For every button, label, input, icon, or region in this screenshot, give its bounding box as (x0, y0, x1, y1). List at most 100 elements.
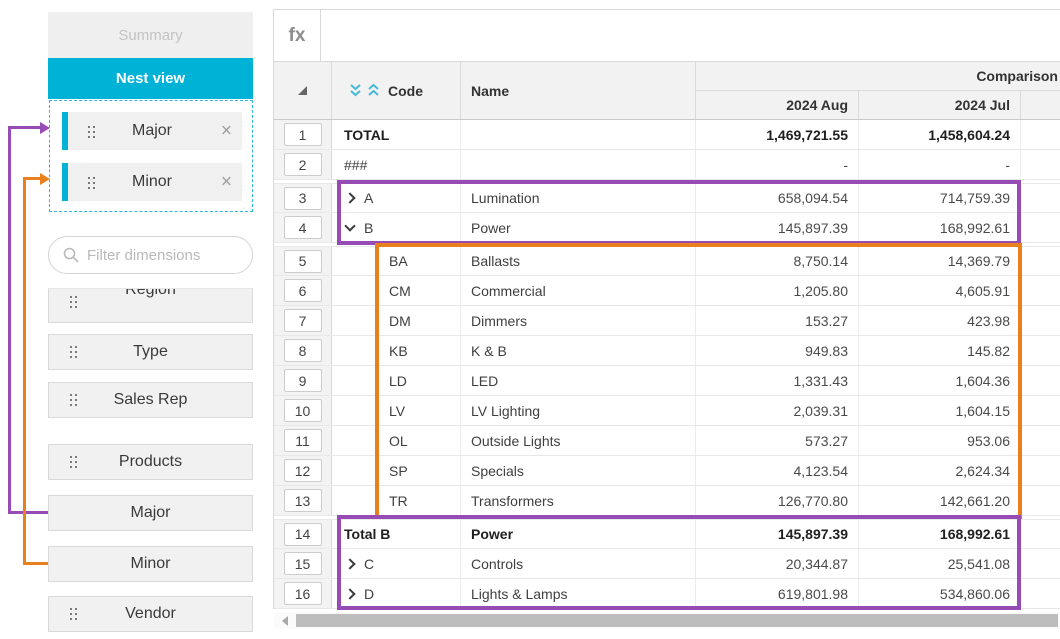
row-number[interactable]: 13 (283, 489, 322, 512)
code-cell[interactable]: C (332, 549, 461, 578)
name-cell[interactable]: Power (461, 213, 696, 242)
name-cell[interactable]: Outside Lights (461, 426, 696, 455)
filter-dimensions-input[interactable] (87, 246, 237, 264)
name-cell[interactable] (461, 120, 696, 149)
horizontal-scrollbar[interactable] (274, 612, 1060, 629)
value-cell-jul[interactable]: 1,604.15 (859, 396, 1021, 425)
dimension-button-region[interactable]: Region (48, 288, 253, 323)
value-cell-jul[interactable]: 534,860.06 (859, 579, 1021, 608)
value-cell-jul[interactable]: 25,541.08 (859, 549, 1021, 578)
value-cell-jul[interactable]: - (859, 150, 1021, 179)
row-number[interactable]: 16 (283, 582, 322, 605)
value-cell-aug[interactable]: 1,205.80 (696, 276, 859, 305)
code-cell[interactable]: BA (332, 247, 461, 275)
row-number[interactable]: 11 (283, 429, 322, 452)
column-header-name[interactable]: Name (461, 62, 696, 119)
code-cell[interactable]: TR (332, 486, 461, 515)
row-number[interactable]: 9 (283, 369, 322, 392)
expand-chevron-icon[interactable] (344, 219, 356, 232)
row-number[interactable]: 4 (283, 216, 322, 239)
code-cell[interactable]: KB (332, 336, 461, 365)
value-cell-jul[interactable]: 1,604.36 (859, 366, 1021, 395)
name-cell[interactable]: Specials (461, 456, 696, 485)
value-cell-aug[interactable]: 145,897.39 (696, 520, 859, 548)
code-cell[interactable]: B (332, 213, 461, 242)
row-number[interactable]: 5 (283, 249, 322, 273)
sort-ascending-icon[interactable] (367, 83, 380, 98)
value-cell-jul[interactable]: 1,458,604.24 (859, 120, 1021, 149)
dimension-button-type[interactable]: Type (48, 334, 253, 370)
row-number[interactable]: 12 (283, 459, 322, 482)
value-cell-aug[interactable]: 619,801.98 (696, 579, 859, 608)
value-cell-aug[interactable]: - (696, 150, 859, 179)
column-group-comparison[interactable]: Comparison (696, 62, 1060, 91)
value-cell-aug[interactable]: 153.27 (696, 306, 859, 335)
row-number[interactable]: 7 (283, 309, 322, 332)
close-icon[interactable]: × (220, 171, 232, 193)
column-header-2024-jul[interactable]: 2024 Jul (859, 91, 1021, 119)
close-icon[interactable]: × (220, 120, 232, 142)
row-number[interactable]: 14 (283, 522, 322, 546)
value-cell-aug[interactable]: 949.83 (696, 336, 859, 365)
drag-handle-icon[interactable] (88, 177, 90, 179)
column-header-2024-aug[interactable]: 2024 Aug (696, 91, 859, 119)
expand-chevron-icon[interactable] (344, 587, 356, 600)
code-cell[interactable]: TOTAL (332, 120, 461, 149)
row-number[interactable]: 2 (283, 153, 322, 176)
tab-summary[interactable]: Summary (48, 12, 253, 58)
select-all-corner[interactable] (274, 62, 332, 119)
tab-nest-view[interactable]: Nest view (48, 58, 253, 99)
value-cell-aug[interactable]: 573.27 (696, 426, 859, 455)
name-cell[interactable]: Lumination (461, 184, 696, 212)
row-number[interactable]: 3 (283, 186, 322, 210)
filter-dimensions-search[interactable] (48, 236, 253, 274)
row-number[interactable]: 15 (283, 552, 322, 575)
name-cell[interactable]: Dimmers (461, 306, 696, 335)
dimension-button-sales-rep[interactable]: Sales Rep (48, 382, 253, 418)
value-cell-jul[interactable]: 953.06 (859, 426, 1021, 455)
name-cell[interactable]: Power (461, 520, 696, 548)
value-cell-jul[interactable]: 168,992.61 (859, 520, 1021, 548)
value-cell-jul[interactable]: 4,605.91 (859, 276, 1021, 305)
name-cell[interactable]: Commercial (461, 276, 696, 305)
dimension-button-minor[interactable]: Minor (48, 546, 253, 582)
row-number[interactable]: 1 (283, 123, 322, 146)
code-cell[interactable]: SP (332, 456, 461, 485)
name-cell[interactable] (461, 150, 696, 179)
drag-handle-icon[interactable] (88, 126, 90, 128)
nest-item-minor[interactable]: Minor × (62, 163, 242, 201)
code-cell[interactable]: Total B (332, 520, 461, 548)
dimension-button-major[interactable]: Major (48, 495, 253, 531)
value-cell-jul[interactable]: 168,992.61 (859, 213, 1021, 242)
name-cell[interactable]: LV Lighting (461, 396, 696, 425)
nest-item-major[interactable]: Major × (62, 112, 242, 150)
dimension-button-vendor[interactable]: Vendor (48, 596, 253, 632)
value-cell-jul[interactable]: 14,369.79 (859, 247, 1021, 275)
code-cell[interactable]: LD (332, 366, 461, 395)
name-cell[interactable]: K & B (461, 336, 696, 365)
code-cell[interactable]: OL (332, 426, 461, 455)
code-cell[interactable]: A (332, 184, 461, 212)
value-cell-aug[interactable]: 2,039.31 (696, 396, 859, 425)
value-cell-jul[interactable]: 423.98 (859, 306, 1021, 335)
row-number[interactable]: 6 (283, 279, 322, 302)
value-cell-jul[interactable]: 2,624.34 (859, 456, 1021, 485)
value-cell-aug[interactable]: 4,123.54 (696, 456, 859, 485)
code-cell[interactable]: CM (332, 276, 461, 305)
row-number[interactable]: 10 (283, 399, 322, 422)
code-cell[interactable]: LV (332, 396, 461, 425)
value-cell-jul[interactable]: 145.82 (859, 336, 1021, 365)
name-cell[interactable]: Transformers (461, 486, 696, 515)
formula-input[interactable] (321, 10, 1060, 61)
expand-chevron-icon[interactable] (344, 557, 356, 570)
name-cell[interactable]: LED (461, 366, 696, 395)
code-cell[interactable]: ### (332, 150, 461, 179)
value-cell-aug[interactable]: 8,750.14 (696, 247, 859, 275)
name-cell[interactable]: Lights & Lamps (461, 579, 696, 608)
value-cell-aug[interactable]: 20,344.87 (696, 549, 859, 578)
dimension-button-products[interactable]: Products (48, 444, 253, 480)
value-cell-jul[interactable]: 142,661.20 (859, 486, 1021, 515)
name-cell[interactable]: Controls (461, 549, 696, 578)
code-cell[interactable]: DM (332, 306, 461, 335)
value-cell-aug[interactable]: 1,469,721.55 (696, 120, 859, 149)
